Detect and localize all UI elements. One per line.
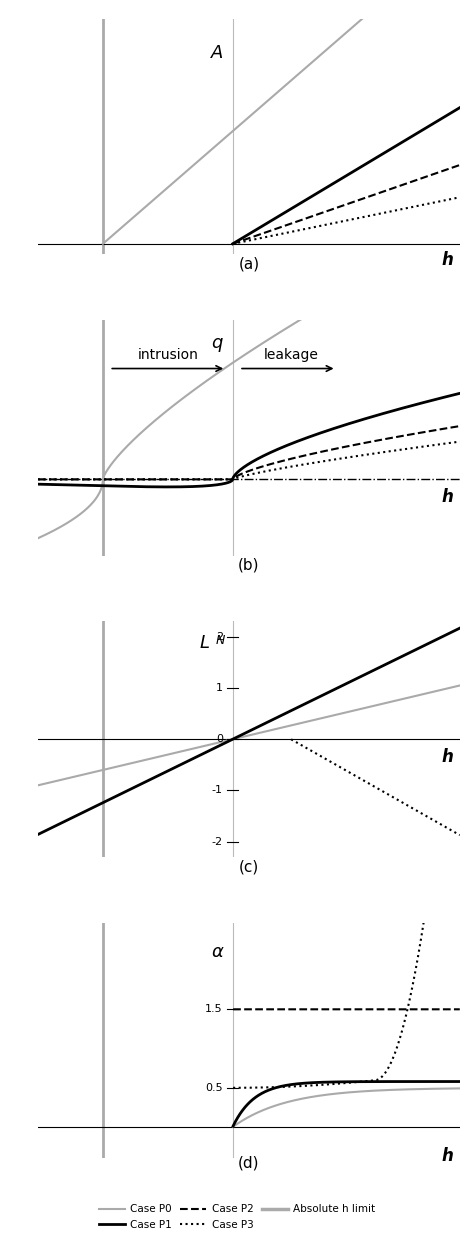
Text: h: h: [441, 252, 453, 269]
Text: h: h: [441, 488, 453, 506]
Text: α: α: [211, 943, 223, 960]
Text: 1.5: 1.5: [205, 1005, 223, 1015]
Text: 0: 0: [216, 735, 223, 745]
Text: (b): (b): [238, 558, 260, 572]
Text: (d): (d): [238, 1156, 260, 1171]
Text: A: A: [210, 45, 223, 62]
Text: leakage: leakage: [264, 348, 319, 362]
Text: intrusion: intrusion: [137, 348, 198, 362]
Text: h: h: [441, 748, 453, 767]
Text: (a): (a): [238, 256, 259, 271]
Text: 0.5: 0.5: [205, 1083, 223, 1093]
Text: -1: -1: [212, 786, 223, 795]
Legend: Case P0, Case P1, Case P2, Case P3, Absolute h limit: Case P0, Case P1, Case P2, Case P3, Abso…: [95, 1201, 379, 1234]
Text: 1: 1: [216, 683, 223, 693]
Text: -2: -2: [212, 836, 223, 846]
Text: q: q: [211, 333, 223, 352]
Text: (c): (c): [239, 859, 259, 875]
Text: L: L: [200, 634, 210, 652]
Text: h: h: [441, 1146, 453, 1165]
Text: 2: 2: [216, 632, 223, 642]
Text: N: N: [216, 634, 225, 647]
